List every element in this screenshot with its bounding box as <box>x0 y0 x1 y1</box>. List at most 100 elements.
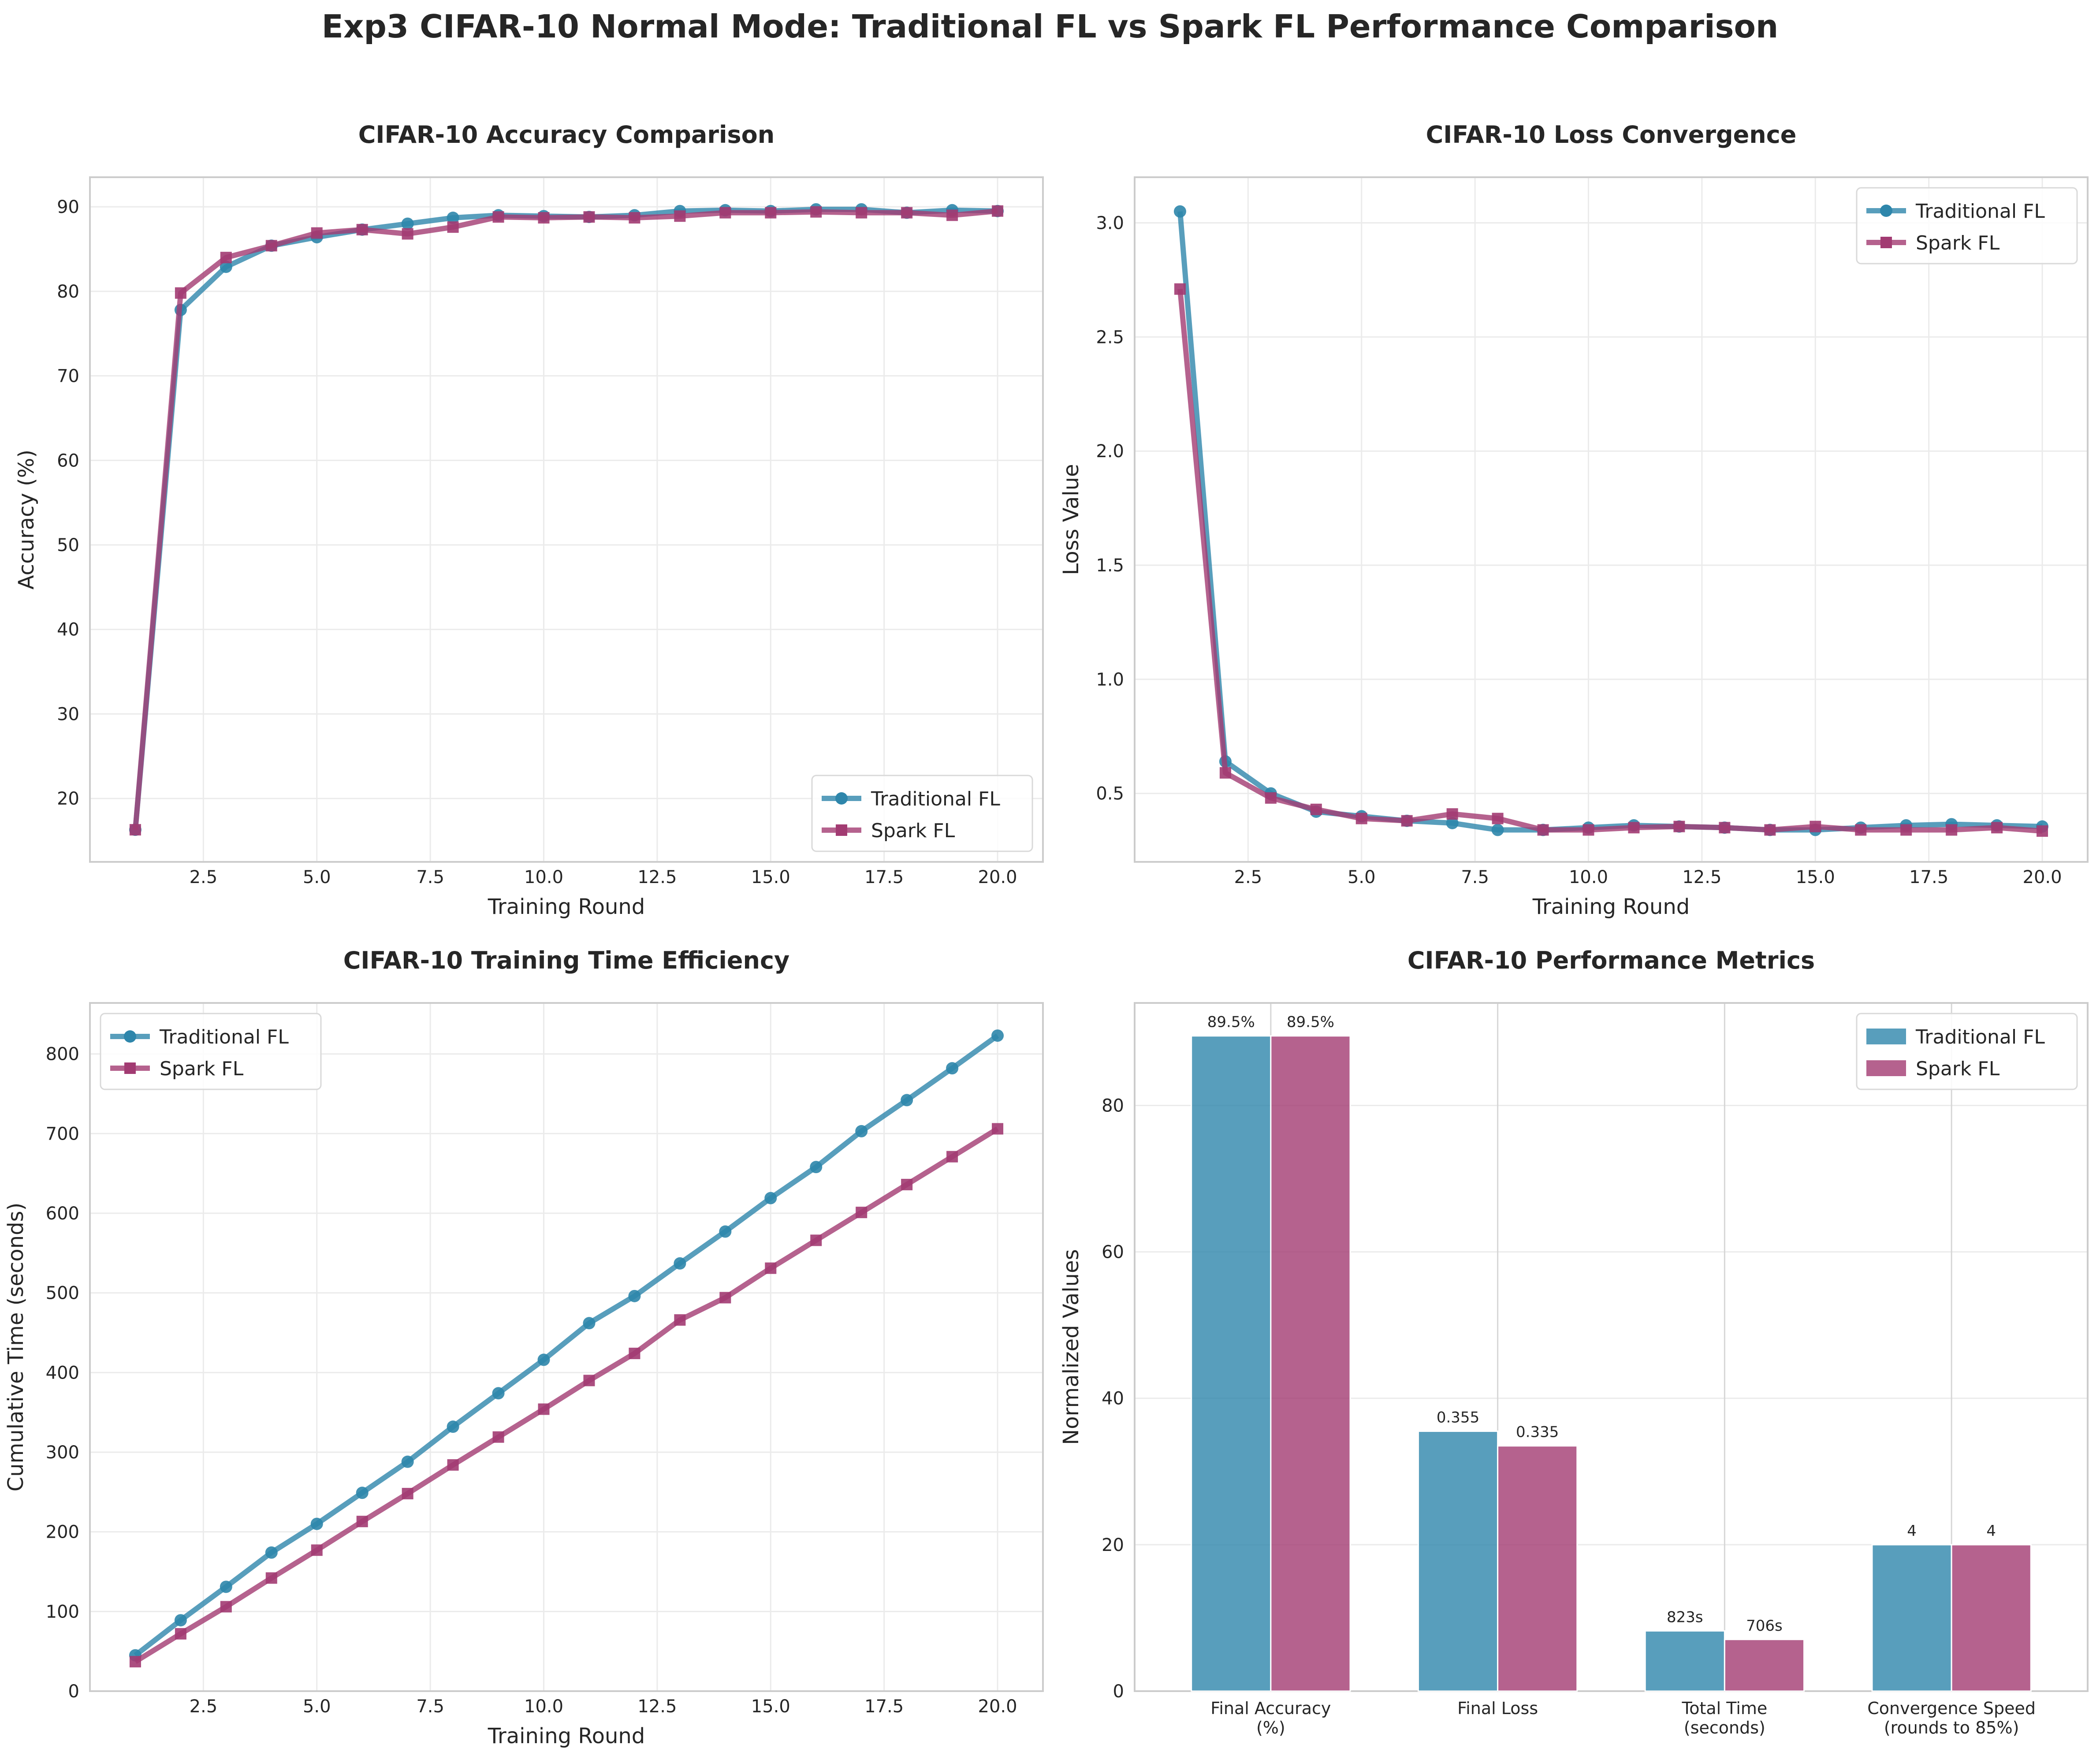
y-tick-label: 2.5 <box>1096 327 1124 347</box>
bar <box>1871 1544 1952 1692</box>
y-tick-label: 0 <box>1113 1681 1124 1702</box>
y-tick-label: 3.0 <box>1096 213 1124 234</box>
bar-value-label: 4 <box>1986 1522 1996 1540</box>
chart-panel-2: 2.5 5.0 7.5 10.0 12.5 15.0 17.5 20.0 0.5 1.0 1.5 2.… <box>1059 121 2089 919</box>
series-line-1 <box>133 206 998 830</box>
x-tick-label: Final Loss <box>1457 1699 1538 1718</box>
bar <box>1417 1430 1499 1692</box>
data-point <box>175 287 186 299</box>
y-tick-label: 60 <box>57 451 79 471</box>
data-point <box>175 1628 186 1640</box>
data-point <box>492 211 504 223</box>
legend-marker <box>835 792 848 805</box>
x-tick-label: 17.5 <box>1909 867 1948 887</box>
chart-panel-3: 2.5 5.0 7.5 10.0 12.5 15.0 17.5 20.0 0 100 200 300 4… <box>4 947 1044 1748</box>
data-point <box>1173 205 1186 218</box>
data-point <box>856 207 868 219</box>
data-point <box>856 1207 868 1219</box>
data-point <box>1991 822 2003 834</box>
plot-frame <box>1134 1002 2089 1692</box>
y-tick-label: 600 <box>46 1204 79 1224</box>
bar-value-label: 89.5% <box>1287 1014 1334 1031</box>
y-tick-label: 1.5 <box>1096 555 1124 576</box>
y-tick-label: 2.0 <box>1096 441 1124 462</box>
x-tick-label: 2.5 <box>190 1696 218 1717</box>
legend-label: Traditional FL <box>1915 200 2045 223</box>
y-tick-label: 300 <box>46 1442 79 1463</box>
data-point <box>1492 813 1504 824</box>
data-point <box>402 1487 413 1499</box>
data-point <box>1900 824 1912 836</box>
data-point <box>447 1459 459 1471</box>
x-tick-label: 7.5 <box>416 867 444 887</box>
x-tick-label: 15.0 <box>751 867 790 887</box>
x-tick-label: (rounds to 85%) <box>1884 1718 2019 1737</box>
chart-title: CIFAR-10 Accuracy Comparison <box>358 121 774 149</box>
x-tick-label: 10.0 <box>524 867 563 887</box>
data-point <box>1219 767 1231 779</box>
bar <box>1270 1035 1351 1692</box>
bar <box>1951 1544 2032 1692</box>
y-tick-label: 40 <box>57 620 79 640</box>
y-axis-label: Cumulative Time (seconds) <box>4 1203 28 1492</box>
y-tick-label: 20 <box>1102 1535 1124 1555</box>
data-point <box>946 209 958 221</box>
y-tick-label: 200 <box>46 1522 79 1543</box>
series-line-1 <box>134 1033 999 1658</box>
data-point <box>265 1572 277 1584</box>
y-tick-label: 80 <box>1102 1096 1124 1116</box>
data-point <box>1537 824 1549 836</box>
y-tick-label: 400 <box>46 1363 79 1383</box>
chart-title: CIFAR-10 Performance Metrics <box>1407 947 1815 974</box>
x-tick-label: Total Time <box>1681 1699 1767 1718</box>
legend-marker <box>1880 205 1892 217</box>
x-tick-label: 17.5 <box>864 1696 904 1717</box>
data-point <box>537 1353 550 1366</box>
data-point <box>402 228 413 240</box>
data-point <box>220 261 232 273</box>
data-point <box>583 211 595 223</box>
plot-frame <box>1134 176 2089 863</box>
data-point <box>674 1257 686 1270</box>
data-point <box>310 1517 323 1530</box>
data-point <box>447 221 459 233</box>
x-tick-label: 12.5 <box>1682 867 1721 887</box>
y-tick-label: 0 <box>68 1681 79 1702</box>
x-tick-label: 15.0 <box>1796 867 1835 887</box>
chart-title: CIFAR-10 Loss Convergence <box>1426 121 1797 149</box>
data-point <box>311 227 323 239</box>
data-point <box>1673 820 1685 832</box>
bar-value-label: 0.335 <box>1516 1424 1559 1441</box>
x-tick-label: 15.0 <box>751 1696 790 1717</box>
bar-value-label: 706s <box>1746 1617 1783 1635</box>
data-point <box>265 1546 278 1559</box>
data-point <box>719 207 731 219</box>
x-tick-label: (%) <box>1256 1718 1285 1737</box>
data-point <box>1719 822 1731 834</box>
data-point <box>583 1317 596 1330</box>
bar-value-label: 4 <box>1907 1522 1917 1540</box>
legend-box <box>100 1013 322 1090</box>
data-point <box>629 212 640 224</box>
data-point <box>901 207 913 219</box>
bar <box>1497 1445 1578 1692</box>
x-tick-label: Final Accuracy <box>1210 1699 1331 1718</box>
y-tick-label: 30 <box>57 704 79 724</box>
y-tick-label: 80 <box>57 282 79 302</box>
data-point <box>765 1262 777 1274</box>
data-point <box>810 1234 822 1246</box>
series-line-2 <box>1177 289 2043 834</box>
y-tick-label: 70 <box>57 366 79 387</box>
legend-box <box>811 775 1033 852</box>
data-point <box>810 206 822 218</box>
data-point <box>220 1580 232 1593</box>
y-axis-label: Normalized Values <box>1059 1249 1084 1445</box>
series-line-2 <box>134 1126 999 1664</box>
y-tick-label: 100 <box>46 1602 79 1622</box>
data-point <box>356 1516 368 1528</box>
series-line-1 <box>1177 211 2043 833</box>
data-point <box>1582 824 1594 836</box>
y-tick-label: 0.5 <box>1096 784 1124 804</box>
x-tick-label: 7.5 <box>416 1696 444 1717</box>
